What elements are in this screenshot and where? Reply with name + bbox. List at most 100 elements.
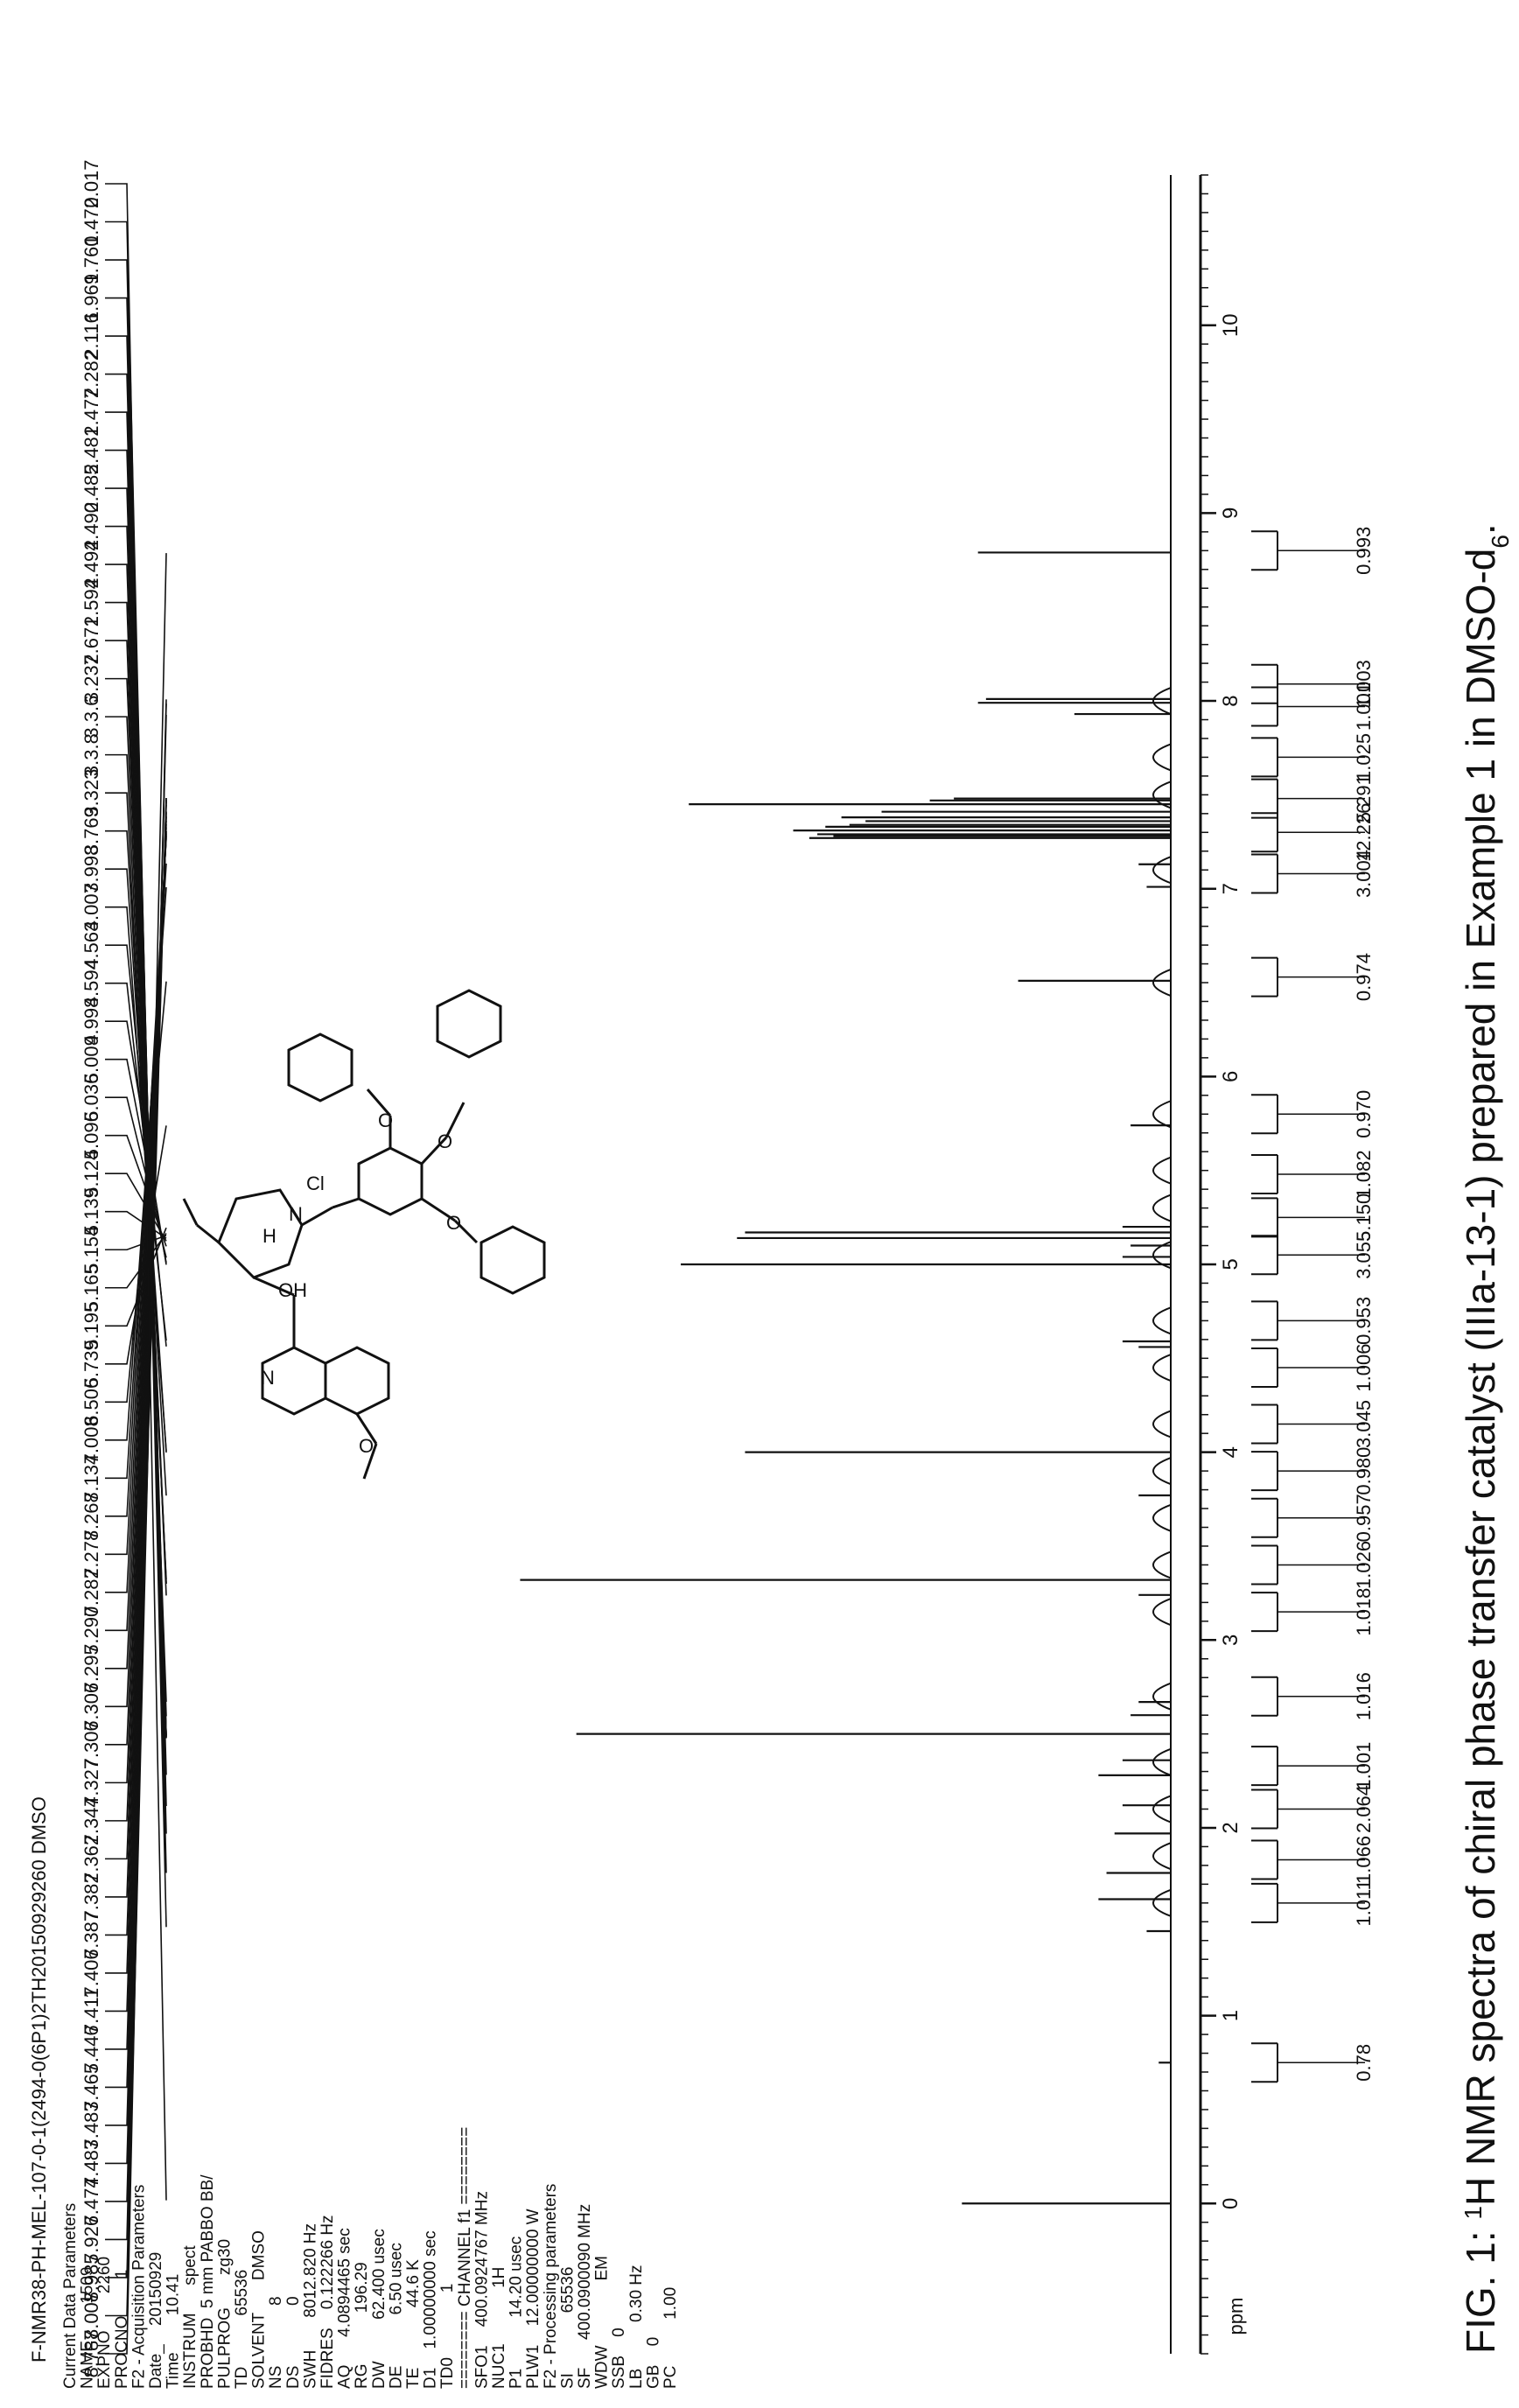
- quinoline-ring-b: [326, 1348, 388, 1414]
- peak-label-group: 0.017: [80, 159, 102, 207]
- integral-value: 0.78: [1353, 2044, 1375, 2082]
- param-line-group: SSB 0: [610, 2328, 628, 2389]
- integral-value-group: 1.066: [1353, 1836, 1375, 1884]
- axis-tick-label-group: 0: [1219, 2198, 1242, 2209]
- acquisition-param-line: SOLVENT DMSO: [250, 2230, 269, 2389]
- label-h: H: [262, 1225, 276, 1247]
- label-n-plus: N: [289, 1203, 303, 1225]
- spectrum-multiplet-envelope: [1153, 688, 1171, 1916]
- axis-tick-label-group: 5: [1219, 1258, 1242, 1270]
- axis-tick-label-group: 1: [1219, 2010, 1242, 2021]
- integral-bracket: [1251, 1155, 1278, 1194]
- param-line-group: NUC1 1H: [490, 2267, 508, 2389]
- integral-value: 1.082: [1353, 1150, 1375, 1198]
- chemical-structure: [184, 990, 544, 1479]
- multiplet-hump: [1153, 1505, 1171, 1531]
- peak-leader: [105, 1136, 166, 1247]
- acquisition-param-line: PULPROG zg30: [215, 2239, 234, 2389]
- integral-bracket: [1251, 1840, 1278, 1879]
- benzyl-ring-3: [481, 1227, 544, 1293]
- acquisition-param-line: SFO1 400.0924767 MHz: [472, 2191, 491, 2389]
- acquisition-param-line: TD0 1: [438, 2284, 457, 2389]
- label-o2: O: [438, 1130, 452, 1152]
- multiplet-hump: [1153, 1410, 1171, 1437]
- integral-value: 1.025: [1353, 733, 1375, 781]
- integral-bracket: [1251, 1236, 1278, 1274]
- param-line-group: GB 0: [644, 2337, 662, 2389]
- axis-tick-label: 3: [1219, 1634, 1242, 1646]
- axis-tick-label: 2: [1219, 1822, 1242, 1833]
- param-line-group: Current Data Parameters: [61, 2203, 80, 2389]
- acquisition-param-line: P1 14.20 usec: [508, 2236, 526, 2389]
- axis-tick-label-group: 4: [1219, 1446, 1242, 1458]
- integral-value: 0.957: [1353, 1494, 1375, 1542]
- axis-tick-label-group: 7: [1219, 883, 1242, 894]
- acquisition-param-line: WDW EM: [593, 2256, 612, 2389]
- multiplet-hump: [1153, 1684, 1171, 1710]
- integral-value: 1.066: [1353, 1836, 1375, 1884]
- integral-value-group: 0.957: [1353, 1494, 1375, 1542]
- axis-tick-label-group: 3: [1219, 1634, 1242, 1646]
- integral-value-group: 0.970: [1353, 1090, 1375, 1138]
- label-n-ring: N: [261, 1367, 275, 1389]
- integral-bracket: [1251, 687, 1278, 725]
- label-cl: Cl: [306, 1172, 325, 1194]
- integral-value-group: 1.082: [1353, 1150, 1375, 1198]
- multiplet-hump: [1153, 1843, 1171, 1869]
- param-line-group: NS 8: [267, 2296, 285, 2389]
- peak-label: 0.017: [80, 159, 102, 207]
- axis-ticks: [1200, 175, 1216, 2354]
- param-line-group: LB 0.30 Hz: [627, 2264, 646, 2389]
- integral-bracket: [1251, 1592, 1278, 1631]
- integral-value-group: 0.993: [1353, 527, 1375, 575]
- axis-tick-label: 9: [1219, 508, 1242, 519]
- param-line-group: PC 1.00: [662, 2287, 680, 2389]
- acquisition-param-line: GB 0: [644, 2337, 662, 2389]
- param-line-group: SI 65536: [558, 2267, 577, 2389]
- ring-to-benzyl: [332, 1199, 359, 1208]
- axis-tick-label: 1: [1219, 2010, 1242, 2021]
- integral-bracket: [1251, 1545, 1278, 1584]
- integral-bracket: [1251, 855, 1278, 893]
- integral-value-group: 3.045: [1353, 1400, 1375, 1448]
- param-line-group: DS 0: [284, 2296, 303, 2389]
- param-line-group: PLW1 12.00000000 W: [524, 2208, 542, 2389]
- integral-value-group: 1.016: [1353, 1672, 1375, 1720]
- integral-bracket: [1251, 1095, 1278, 1133]
- integral-value: 0.974: [1353, 953, 1375, 1001]
- integral-value-group: 1.018: [1353, 1588, 1375, 1636]
- integral-bracket: [1251, 2043, 1278, 2082]
- figure-caption: FIG. 1: 1H NMR spectra of chiral phase t…: [1458, 523, 1514, 2354]
- integral-value: 1.003: [1353, 660, 1375, 708]
- acquisition-param-line: Time 10.41: [164, 2274, 183, 2389]
- label-o1: O: [378, 1110, 393, 1131]
- integral-value-group: 5.150: [1353, 1194, 1375, 1242]
- acquisition-param-line: SWH 8012.820 Hz: [301, 2223, 319, 2389]
- param-line-group: RG 196.29: [353, 2262, 371, 2389]
- axis-tick-label: 0: [1219, 2198, 1242, 2209]
- integral-value: 0.980: [1353, 1447, 1375, 1495]
- integral-value-group: 0.980: [1353, 1447, 1375, 1495]
- integral-bracket: [1251, 1884, 1278, 1922]
- vinyl-bond-2: [184, 1199, 197, 1225]
- param-line-group: ======== CHANNEL f1 ========: [456, 2127, 474, 2389]
- integral-bracket: [1251, 1404, 1278, 1443]
- axis-unit-label: ppm: [1225, 2298, 1247, 2335]
- acquisition-param-line: PROBHD 5 mm PABBO BB/: [199, 2174, 217, 2389]
- ppm-axis: 012345678910 ppm: [1200, 175, 1247, 2354]
- header-text: F-NMR38-PH-MEL-107-0-1(2494-0(6P1)2TH201…: [28, 1796, 50, 2362]
- integral-value-group: 1.011: [1353, 1880, 1375, 1926]
- integral-bracket: [1251, 665, 1278, 704]
- tribenzyloxy-ring: [359, 1148, 422, 1214]
- integral-bracket: [1251, 1499, 1278, 1537]
- integral-value-group: 0.78: [1353, 2044, 1375, 2082]
- multiplet-hump: [1153, 1551, 1171, 1578]
- param-line-group: Time 10.41: [164, 2274, 183, 2389]
- multiplet-hump: [1153, 1101, 1171, 1127]
- acquisition-param-line: DW 62.400 usec: [370, 2229, 388, 2389]
- integral-bracket: [1251, 1790, 1278, 1829]
- integral-value-group: 1.026: [1353, 1541, 1375, 1589]
- integral-value-group: 0.953: [1353, 1297, 1375, 1345]
- acquisition-param-line: SF 400.0900090 MHz: [576, 2204, 594, 2389]
